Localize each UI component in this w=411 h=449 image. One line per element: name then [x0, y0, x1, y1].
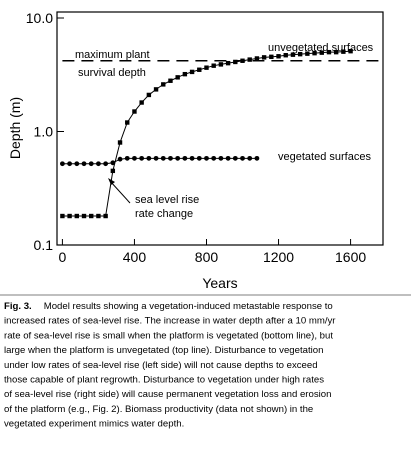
marker	[233, 59, 238, 65]
marker	[146, 92, 152, 98]
series-label: vegetated surfaces	[278, 151, 371, 163]
annotation: sea level rise	[135, 194, 199, 206]
marker	[232, 155, 238, 161]
marker	[153, 155, 159, 161]
marker	[189, 155, 195, 161]
marker	[218, 62, 224, 67]
x-axis-label: Years	[202, 275, 237, 291]
caption-line: Fig. 3. Model results showing a vegetatio…	[4, 301, 333, 312]
marker	[139, 100, 144, 105]
marker	[182, 71, 188, 77]
marker	[261, 55, 267, 60]
x-tick-label: 1600	[335, 249, 366, 265]
marker	[297, 51, 303, 57]
y-tick-label: 0.1	[34, 237, 54, 253]
marker	[204, 65, 209, 70]
plot-frame	[56, 11, 384, 246]
marker	[103, 213, 108, 219]
marker	[211, 63, 216, 68]
marker	[333, 49, 339, 55]
marker	[161, 82, 166, 87]
marker	[254, 155, 260, 161]
caption-text: large when the platform is unvegetated (…	[4, 345, 323, 356]
marker	[96, 161, 101, 167]
marker	[175, 155, 181, 161]
annotation: rate change	[135, 208, 193, 220]
marker	[254, 56, 260, 61]
marker	[153, 87, 159, 92]
y-tick-label: 1.0	[34, 124, 54, 140]
marker	[247, 57, 252, 62]
caption-text: under low rates of sea-level rise (left …	[4, 360, 318, 371]
caption-text: increased rates of sea-level rise. The i…	[4, 316, 336, 327]
marker	[117, 140, 123, 145]
caption-text: rate of sea-level rise is small when the…	[4, 330, 333, 341]
marker	[96, 213, 101, 219]
marker	[124, 155, 130, 161]
reference-label: maximum plant	[75, 49, 150, 61]
caption-text: of sea-level rise (right side) will caus…	[4, 389, 331, 400]
marker	[132, 109, 137, 114]
marker	[240, 58, 245, 63]
marker	[182, 155, 188, 161]
marker	[67, 213, 72, 219]
marker	[74, 213, 80, 219]
marker	[269, 54, 274, 60]
marker	[132, 155, 137, 161]
marker	[348, 48, 353, 54]
marker	[67, 161, 73, 167]
marker	[240, 155, 245, 161]
marker	[218, 155, 224, 161]
marker	[160, 155, 166, 161]
marker	[326, 49, 332, 55]
marker	[88, 161, 94, 167]
marker	[225, 60, 231, 66]
marker	[74, 161, 80, 167]
marker	[117, 156, 123, 162]
marker	[290, 52, 296, 57]
x-tick-label: 0	[59, 249, 67, 265]
marker	[139, 155, 145, 161]
marker	[146, 155, 152, 161]
marker	[110, 168, 116, 174]
caption-text: those capable of plant regrowth. Disturb…	[4, 375, 324, 386]
marker	[189, 69, 195, 75]
marker	[110, 160, 116, 166]
marker	[305, 51, 310, 56]
marker	[175, 75, 180, 80]
marker	[89, 213, 94, 219]
marker	[197, 67, 202, 72]
marker	[319, 50, 324, 55]
marker	[341, 49, 346, 54]
marker	[247, 155, 253, 161]
marker	[312, 50, 317, 56]
marker	[196, 155, 202, 161]
marker	[225, 155, 231, 161]
marker	[60, 213, 65, 219]
marker	[103, 161, 109, 167]
caption-text: of the platform (e.g., Fig. 2). Biomass …	[4, 404, 313, 415]
caption-text: vegetated experiment mimics water depth.	[4, 419, 184, 430]
x-tick-label: 400	[123, 249, 147, 265]
annotation-arrow	[109, 180, 131, 204]
caption-label: Fig. 3.	[4, 301, 32, 312]
marker	[81, 213, 87, 219]
y-axis-label: Depth (m)	[7, 97, 23, 159]
reference-label: survival depth	[78, 67, 146, 79]
marker	[283, 53, 288, 58]
marker	[60, 161, 65, 167]
y-tick-label: 10.0	[26, 10, 53, 26]
series-line	[62, 157, 257, 165]
x-tick-label: 1200	[263, 249, 294, 265]
marker	[81, 161, 87, 167]
marker	[204, 155, 209, 161]
marker	[276, 54, 281, 59]
marker	[125, 120, 130, 125]
caption-text: Model results showing a vegetation-induc…	[44, 301, 333, 312]
x-tick-label: 800	[195, 249, 219, 265]
marker	[168, 78, 173, 83]
marker	[211, 155, 217, 161]
marker	[168, 155, 173, 161]
